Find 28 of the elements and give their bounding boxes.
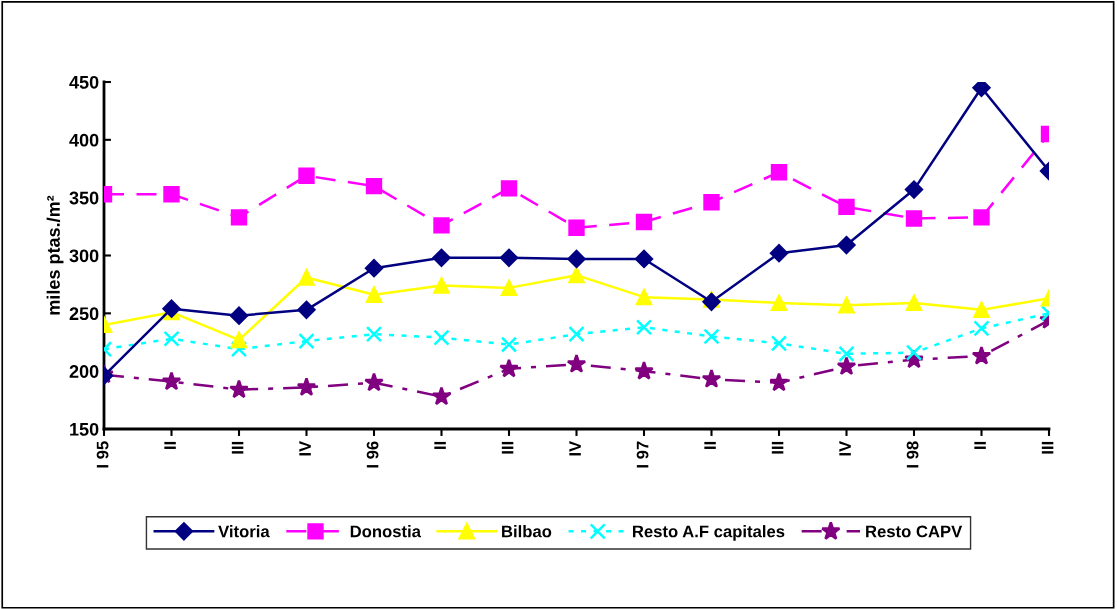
y-axis-title: miles ptas./m² — [46, 195, 64, 315]
x-tick-label: I 98 — [906, 441, 919, 468]
x-tick-label: IV — [839, 440, 851, 456]
x-tick-label: II — [704, 441, 716, 449]
legend-label: Resto CAPV — [866, 525, 963, 538]
y-tick-label: 150 — [70, 422, 99, 436]
x-tick-label: IV — [299, 440, 311, 456]
y-tick-label: 350 — [69, 191, 99, 205]
x-tick-label: III — [231, 441, 244, 454]
legend-label: Vitoria — [218, 525, 270, 538]
x-tick-label: IV — [569, 440, 581, 456]
legend-label: Resto A.F capitales — [633, 525, 785, 541]
x-tick-label: II — [974, 441, 986, 449]
x-tick-label: II — [434, 441, 446, 449]
x-tick-label: I 95 — [96, 441, 109, 468]
x-tick-label: III — [501, 441, 514, 454]
y-tick-label: 250 — [69, 307, 99, 321]
legend-label: Donostia — [350, 525, 422, 538]
y-tick-label: 300 — [69, 249, 99, 263]
x-tick-label: III — [771, 441, 784, 454]
x-tick-label: II — [164, 441, 176, 449]
x-tick-label: III — [1041, 441, 1054, 454]
y-tick-label: 400 — [69, 133, 99, 147]
y-tick-label: 450 — [69, 75, 99, 89]
x-tick-label: I 97 — [636, 441, 649, 468]
x-tick-label: I 96 — [366, 441, 379, 468]
legend-label: Bilbao — [502, 525, 552, 538]
y-tick-label: 200 — [69, 365, 99, 378]
